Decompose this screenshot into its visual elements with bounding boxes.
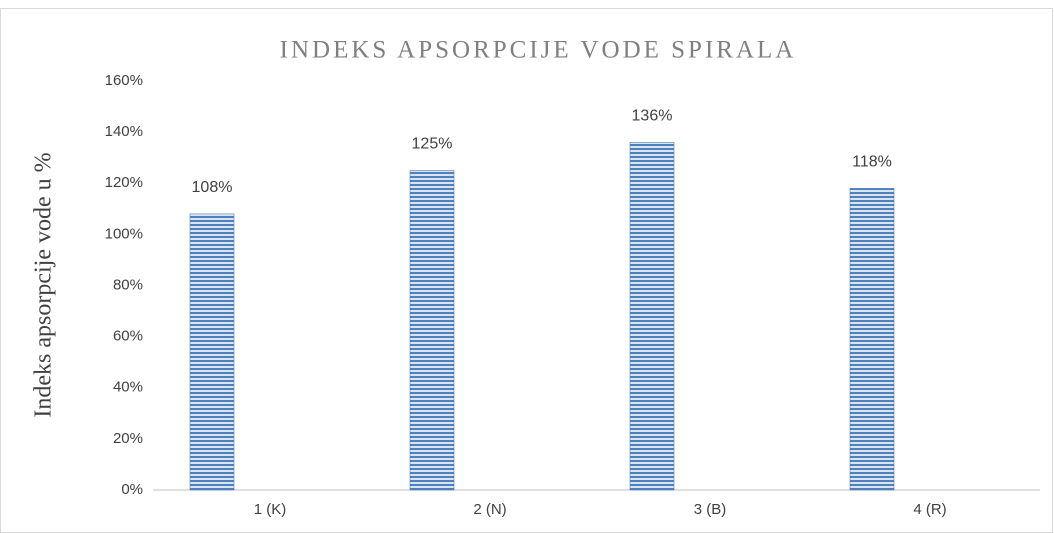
data-label: 136% <box>632 108 673 125</box>
y-tick-label: 40% <box>113 379 143 396</box>
data-label: 108% <box>192 179 233 196</box>
y-tick-label: 120% <box>105 174 143 191</box>
bar <box>849 188 895 491</box>
chart-title: INDEKS APSORPCIJE VODE SPIRALA <box>280 37 797 64</box>
y-tick-label: 0% <box>121 481 143 498</box>
y-tick-label: 100% <box>105 225 143 242</box>
y-tick-label: 140% <box>105 123 143 140</box>
x-tick-label: 4 (R) <box>913 501 946 518</box>
data-label: 118% <box>852 154 892 171</box>
y-tick-label: 160% <box>105 72 143 89</box>
chart-border <box>0 8 1053 533</box>
data-label: 125% <box>412 136 453 153</box>
y-tick-label: 20% <box>113 430 143 447</box>
x-tick-label: 1 (K) <box>254 501 287 518</box>
x-tick-label: 2 (N) <box>473 501 506 518</box>
bar <box>409 170 455 491</box>
bar <box>189 213 235 491</box>
y-tick-label: 80% <box>113 276 143 293</box>
bar <box>629 142 675 491</box>
x-tick-label: 3 (B) <box>694 501 727 518</box>
y-axis-title: Indeks apsorpcije vode u % <box>31 152 57 417</box>
y-tick-label: 60% <box>113 328 143 345</box>
